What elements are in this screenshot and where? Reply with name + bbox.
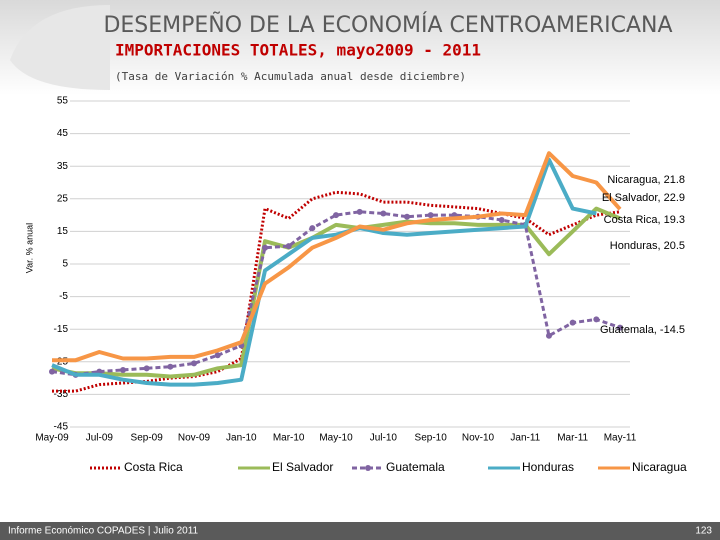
footer-text: Informe Económico COPADES | Julio 2011 <box>8 526 199 537</box>
annotation: Nicaragua, 21.8 <box>607 174 685 186</box>
series-marker <box>617 324 623 331</box>
series-marker <box>214 352 221 359</box>
y-tick-label: 5 <box>62 259 68 270</box>
y-tick-label: 15 <box>57 226 69 237</box>
y-tick-label: -45 <box>54 422 69 433</box>
x-tick-label: Nov-09 <box>178 433 211 444</box>
series-marker <box>569 319 576 326</box>
series-marker <box>143 365 150 372</box>
series-line <box>52 151 622 363</box>
y-tick-label: -15 <box>54 324 69 335</box>
series-line <box>51 157 597 387</box>
annotation: Honduras, 20.5 <box>610 240 685 252</box>
x-tick-label: Jul-10 <box>370 433 398 444</box>
legend-label: Nicaragua <box>632 460 687 474</box>
annotation: Costa Rica, 19.3 <box>604 214 685 226</box>
annotation: El Salvador, 22.9 <box>602 192 685 204</box>
y-tick-label: -35 <box>54 389 69 400</box>
series-marker <box>380 210 387 217</box>
y-tick-label: 25 <box>57 193 69 204</box>
series-marker <box>285 243 292 250</box>
x-tick-label: Nov-10 <box>462 433 495 444</box>
x-tick-label: May-10 <box>319 433 353 444</box>
header-bg <box>0 0 720 95</box>
x-tick-label: May-11 <box>604 433 637 444</box>
x-tick-label: Mar-10 <box>273 433 305 444</box>
footer-bar <box>0 522 720 540</box>
series-marker <box>167 363 174 370</box>
y-tick-label: 35 <box>57 161 69 172</box>
x-tick-label: Jul-09 <box>86 433 114 444</box>
chart-note: (Tasa de Variación % Acumulada anual des… <box>115 70 466 83</box>
series-marker <box>333 212 339 219</box>
x-tick-label: Sep-10 <box>415 433 448 444</box>
legend-label: El Salvador <box>272 460 333 474</box>
y-tick-label: 55 <box>57 96 69 107</box>
chart-title: DESEMPEÑO DE LA ECONOMÍA CENTROAMERICANA <box>103 11 672 38</box>
series-marker <box>427 212 434 219</box>
x-tick-label: Jan-10 <box>226 433 257 444</box>
series-marker <box>309 225 316 232</box>
y-tick-label: 45 <box>57 128 69 139</box>
series-marker <box>49 368 55 375</box>
x-tick-label: Sep-09 <box>131 433 164 444</box>
annotation: Guatemala, -14.5 <box>600 324 685 336</box>
series-marker <box>191 360 197 367</box>
x-tick-label: Jan-11 <box>510 433 540 444</box>
logo-shape <box>10 5 110 90</box>
legend-label: Costa Rica <box>124 460 183 474</box>
legend-marker <box>365 465 371 471</box>
x-tick-label: May-09 <box>35 433 69 444</box>
series-marker <box>404 213 410 220</box>
legend-label: Honduras <box>522 460 574 474</box>
y-axis-label: Var. % anual <box>24 223 34 273</box>
page-number: 123 <box>695 526 712 537</box>
series-marker <box>120 366 126 373</box>
series-line <box>52 190 621 393</box>
series-marker <box>546 332 552 339</box>
series-marker <box>356 208 363 215</box>
y-tick-label: -5 <box>59 291 68 302</box>
series-marker <box>262 244 268 251</box>
chart-subtitle: IMPORTACIONES TOTALES, mayo2009 - 2011 <box>115 41 481 60</box>
series-marker <box>593 316 600 323</box>
x-tick-label: Mar-11 <box>557 433 588 444</box>
series-marker <box>498 216 505 223</box>
legend-label: Guatemala <box>386 460 445 474</box>
